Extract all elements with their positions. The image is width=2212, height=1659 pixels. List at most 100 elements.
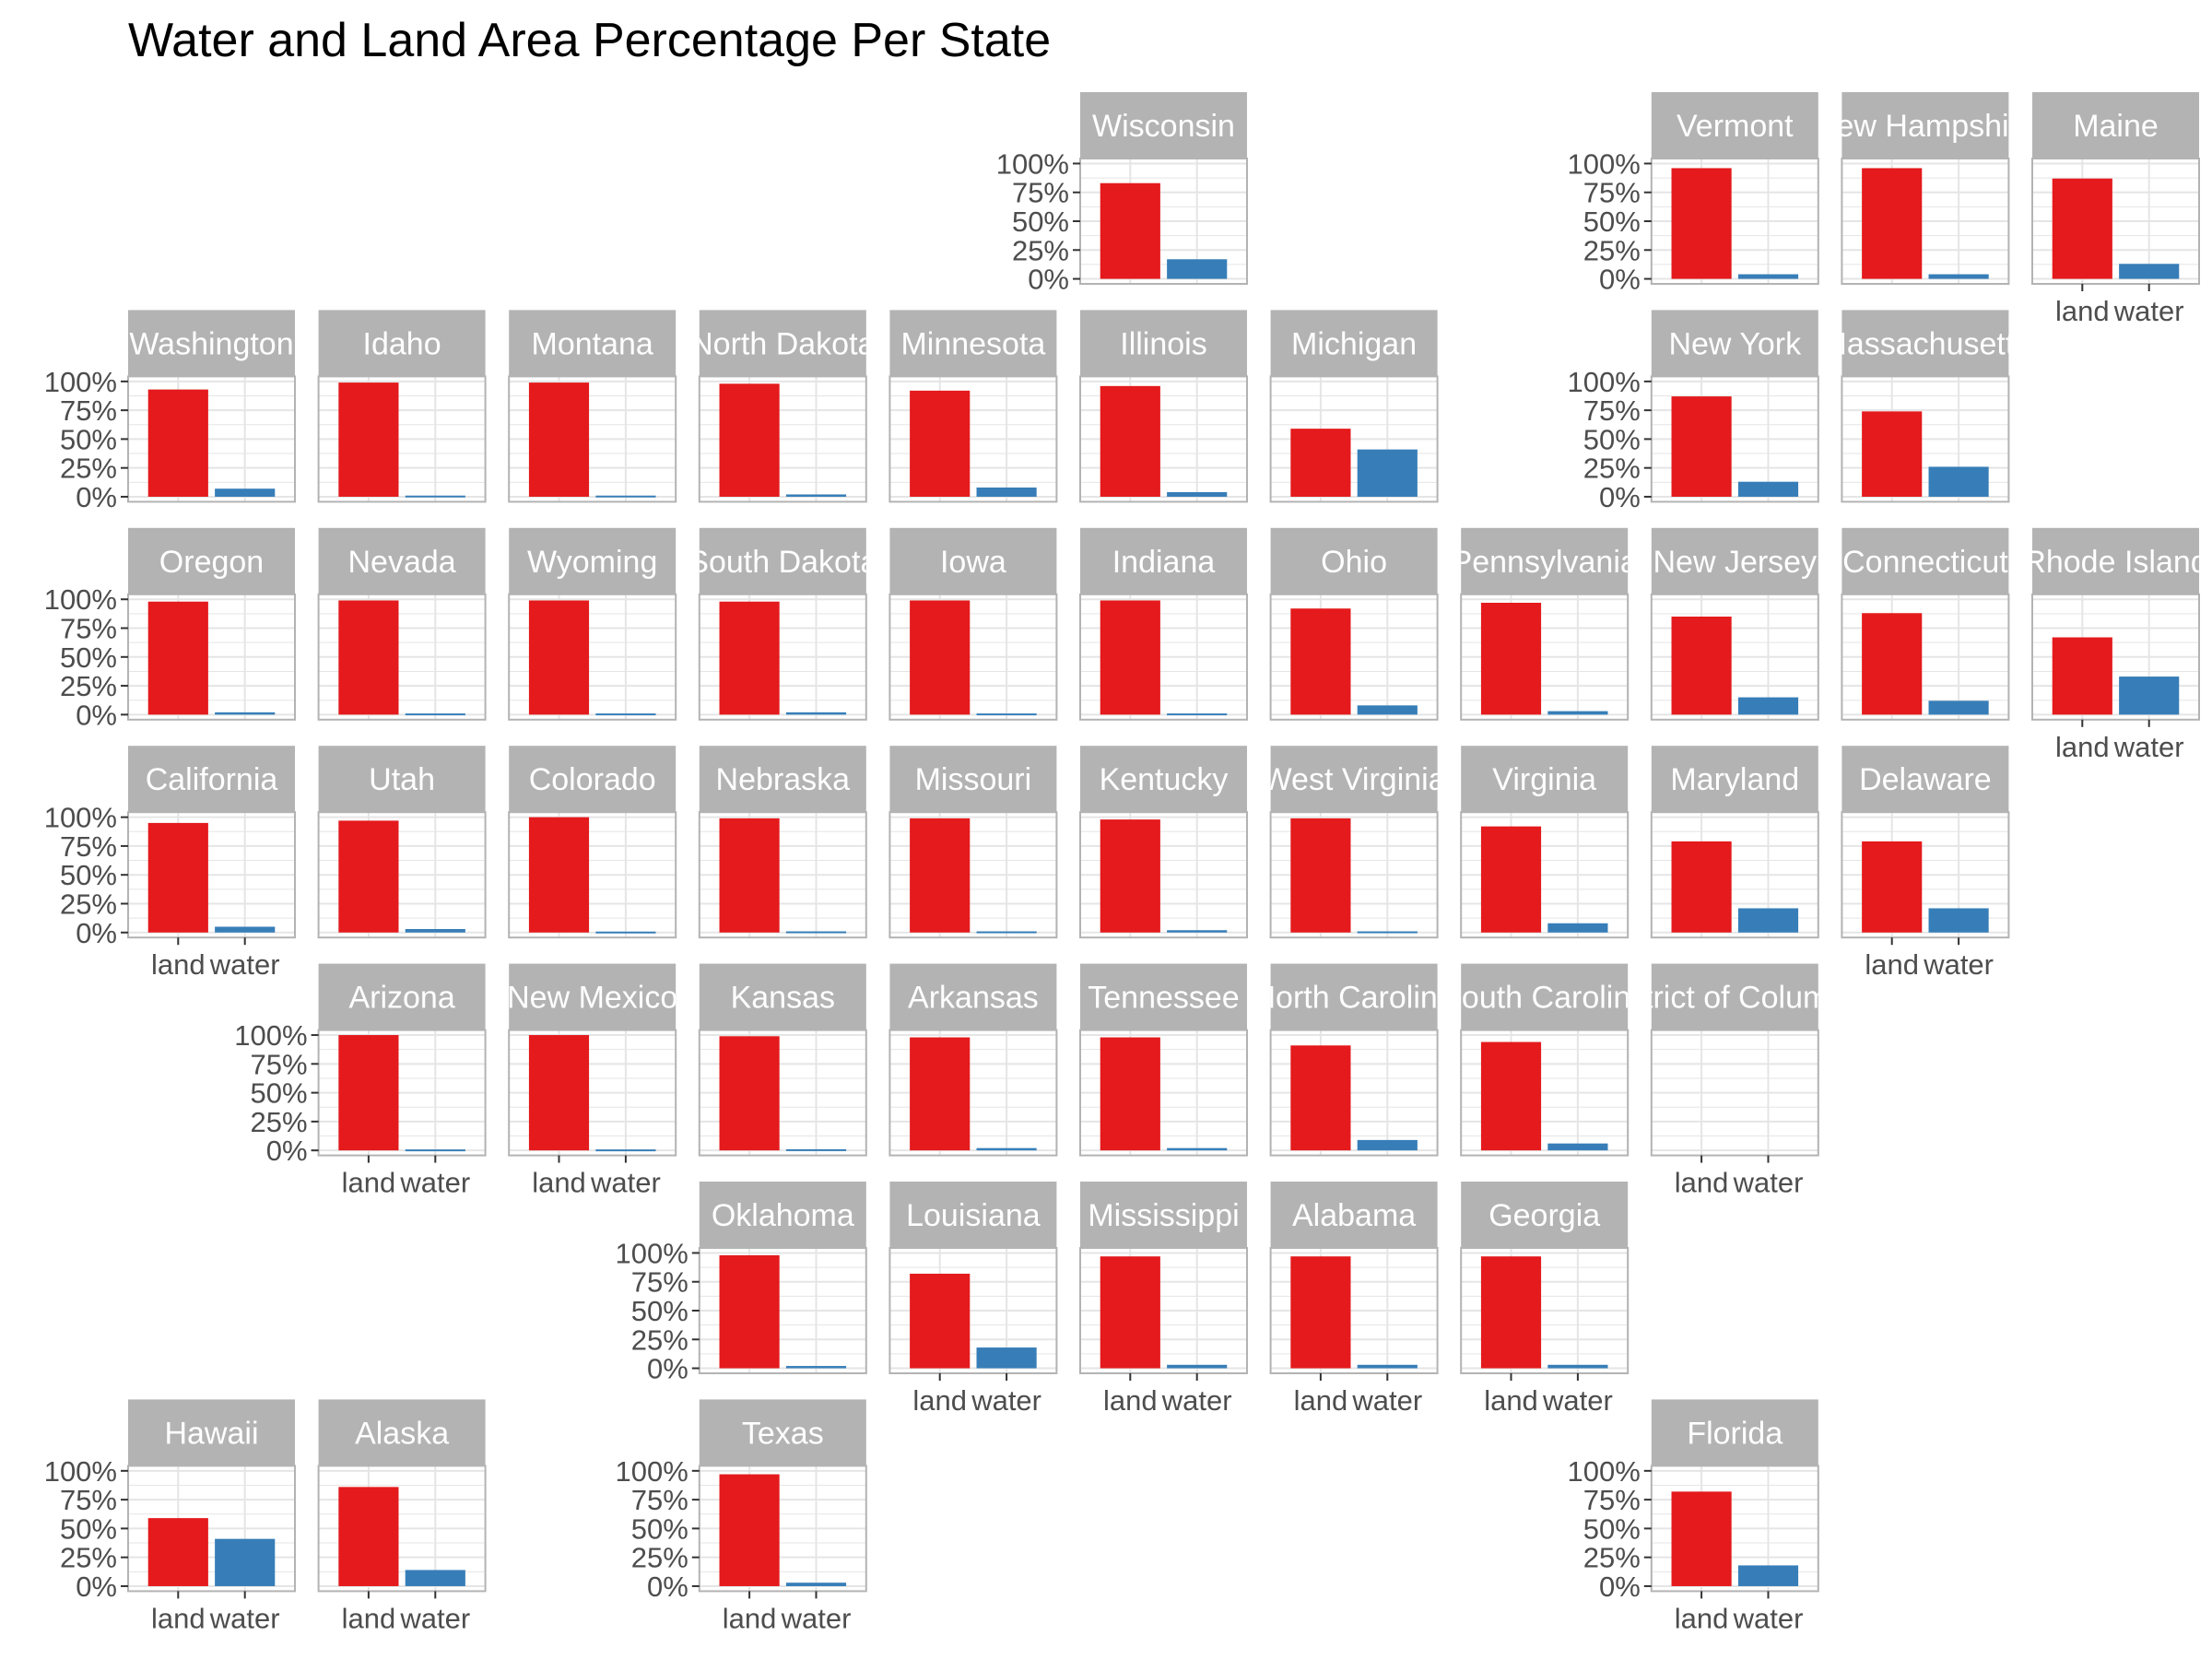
panel-border (1269, 1247, 1439, 1374)
facet-strip-label: Wisconsin (1092, 109, 1235, 144)
bar-land (1862, 841, 1923, 933)
bar-water (1928, 466, 1989, 497)
y-tick-label: 0% (76, 699, 117, 731)
facet-strip-label: Mississippi (1088, 1198, 1239, 1233)
facet-strip-label: Kansas (731, 981, 835, 1016)
facet-strip (1270, 963, 1438, 1030)
y-tick-label: 25% (60, 1542, 117, 1574)
facet-strip-label: Michigan (1291, 326, 1417, 361)
x-tick-label: water (971, 1384, 1041, 1417)
bar-water (215, 488, 276, 497)
y-tick-label: 75% (631, 1266, 688, 1299)
panel-border (888, 1247, 1058, 1374)
facet-strip (318, 746, 486, 813)
bar-land (719, 383, 780, 497)
facet-washington: Washington 0%25%50%75%100% (44, 310, 296, 513)
facet-strip (889, 746, 1057, 813)
bar-water (785, 712, 847, 715)
facet-strip-label: Utah (369, 762, 435, 797)
panel-border (1079, 1247, 1248, 1374)
bar-water (785, 1148, 847, 1151)
panel-border (888, 811, 1058, 939)
facet-strip-label: Florida (1687, 1416, 1783, 1451)
x-tick-label: land (1675, 1167, 1729, 1199)
facet-strip-label: Alaska (355, 1416, 449, 1451)
bar-water (1737, 274, 1799, 279)
facet-kansas: Kansas (698, 963, 867, 1157)
y-tick-label: 75% (60, 394, 117, 427)
bar-water (215, 1538, 276, 1586)
x-tick-label: water (1733, 1167, 1804, 1199)
facet-nebraska: Nebraska (698, 746, 867, 939)
facet-strip (889, 1182, 1057, 1248)
x-tick-label: land (723, 1602, 777, 1634)
facet-strip-label: Indiana (1112, 545, 1216, 580)
facet-strip (1651, 1399, 1818, 1466)
facet-strip (1841, 310, 2009, 377)
facet-florida: Florida 0%25%50%75%100% land water (1568, 1399, 1819, 1634)
x-tick-label: water (209, 948, 280, 981)
bar-land (1290, 1045, 1351, 1151)
facet-strip-label: Vermont (1677, 109, 1794, 144)
bar-land (147, 389, 208, 497)
facet-strip (1461, 746, 1629, 813)
bar-land (147, 1518, 208, 1586)
bar-land (1100, 1037, 1160, 1151)
bar-land (1290, 429, 1351, 497)
x-tick-label: land (532, 1167, 586, 1199)
facet-strip (128, 527, 295, 594)
bar-water (976, 1347, 1037, 1369)
bar-water (1737, 1565, 1799, 1586)
y-tick-label: 50% (631, 1295, 688, 1327)
facet-strip (1841, 746, 2009, 813)
facet-strip-label: Washington (129, 326, 293, 361)
facet-strip-label: Alabama (1292, 1198, 1416, 1233)
facet-strip-label: Rhode Island (2023, 545, 2207, 580)
x-tick-label: land (151, 948, 206, 981)
facet-california: California 0%25%50%75%100% land water (44, 746, 296, 981)
facet-strip (2032, 527, 2199, 594)
bar-land (910, 818, 971, 933)
facet-illinois: Illinois (1079, 310, 1248, 503)
facet-strip (1651, 746, 1818, 813)
panel-border (1269, 593, 1439, 721)
facet-strip (509, 746, 677, 813)
bar-water (976, 1147, 1037, 1151)
x-tick-label: water (399, 1602, 470, 1634)
bar-land (1671, 396, 1732, 497)
bar-water (1357, 1364, 1418, 1369)
facet-strip-label: Tennessee (1088, 981, 1239, 1016)
panel-border (317, 811, 487, 939)
facet-connecticut: Connecticut (1841, 527, 2010, 721)
facet-strip-label: New Hampshire (1814, 109, 2037, 144)
bar-land (338, 1035, 399, 1151)
facet-delaware: Delaware land water (1841, 746, 2010, 981)
bar-land (1671, 168, 1732, 279)
facet-strip-label: West Virginia (1263, 762, 1446, 797)
y-tick-label: 0% (1028, 264, 1069, 296)
bar-water (405, 1570, 465, 1586)
panel-border (317, 375, 487, 503)
facet-north-dakota: North Dakota (698, 310, 867, 503)
facet-strip-label: Illinois (1120, 326, 1206, 361)
facet-strip (128, 746, 295, 813)
facet-strip-label: Maine (2073, 109, 2159, 144)
facet-oklahoma: Oklahoma 0%25%50%75%100% (616, 1182, 867, 1385)
facet-strip-label: Pennsylvania (1452, 545, 1638, 580)
panel-border (508, 593, 677, 721)
x-tick-label: water (2113, 295, 2184, 327)
bar-water (1357, 449, 1418, 497)
y-tick-label: 100% (616, 1455, 688, 1488)
facet-strip (1080, 310, 1247, 377)
facet-strip (889, 310, 1057, 377)
panel-border (698, 593, 867, 721)
panel-border (1460, 593, 1630, 721)
bar-land (1100, 182, 1160, 279)
facet-strip-label: District of Columbia (1599, 981, 1871, 1016)
bar-water (595, 713, 656, 716)
x-tick-label: land (1484, 1384, 1538, 1417)
facet-tennessee: Tennessee (1079, 963, 1248, 1157)
facet-maine: Maine land water (2031, 92, 2200, 327)
facet-rhode-island: Rhode Island land water (2023, 527, 2207, 763)
y-tick-label: 100% (44, 366, 117, 398)
